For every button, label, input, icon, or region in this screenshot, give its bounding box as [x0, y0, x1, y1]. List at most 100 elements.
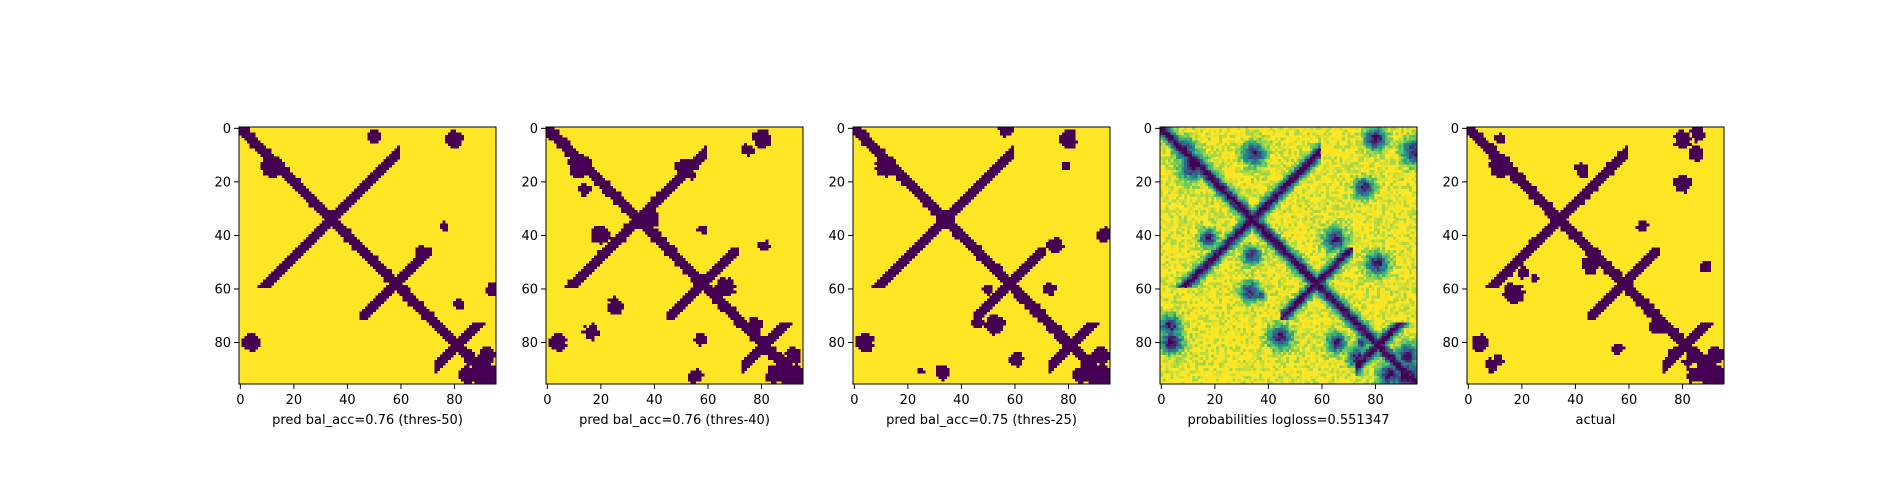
heatmap-cell [1395, 145, 1399, 149]
heatmap-cell [591, 236, 595, 240]
heatmap-cell [682, 298, 686, 302]
heatmap-cell [786, 375, 790, 379]
heatmap-cell [1234, 153, 1238, 157]
heatmap-cell [477, 367, 481, 371]
heatmap-cell [1390, 159, 1394, 163]
heatmap-cell [362, 250, 366, 254]
heatmap-cell [1048, 325, 1052, 329]
heatmap-cell [997, 290, 1001, 294]
heatmap-cell [760, 244, 764, 248]
heatmap-cell [474, 362, 478, 366]
heatmap-cell [378, 268, 382, 272]
heatmap-cell [666, 244, 670, 248]
heatmap-cell [332, 212, 336, 216]
heatmap-cell [594, 169, 598, 173]
heatmap-cell [1382, 148, 1386, 152]
heatmap-cell [618, 193, 622, 197]
heatmap-cell [1045, 319, 1049, 323]
heatmap-cell [679, 159, 683, 163]
heatmap-cell [1091, 351, 1095, 355]
heatmap-cell [997, 292, 1001, 296]
heatmap-cell [1029, 260, 1033, 264]
heatmap-cell [265, 279, 269, 283]
heatmap-cell [679, 255, 683, 259]
heatmap-cell [455, 135, 459, 139]
heatmap-cell [639, 220, 643, 224]
heatmap-cell [703, 151, 707, 155]
heatmap-cell [1091, 327, 1095, 331]
heatmap-cell [418, 247, 422, 251]
heatmap-cell [628, 220, 632, 224]
heatmap-cell [1229, 148, 1233, 152]
heatmap-cell [765, 378, 769, 382]
heatmap-cell [591, 239, 595, 243]
heatmap-cell [439, 359, 443, 363]
heatmap-cell [789, 351, 793, 355]
heatmap-cell [1168, 143, 1172, 147]
heatmap-cell [1083, 327, 1087, 331]
heatmap-cell [429, 314, 433, 318]
heatmap-cell [1374, 137, 1378, 141]
heatmap-cell [1056, 359, 1060, 363]
heatmap-cell [647, 220, 651, 224]
heatmap-cell [1002, 127, 1006, 130]
heatmap-cell [1232, 148, 1236, 152]
heatmap-cell [564, 284, 568, 288]
heatmap-cell [564, 338, 568, 342]
heatmap-cell [241, 135, 245, 139]
heatmap-cell [757, 335, 761, 339]
heatmap-cell [583, 185, 587, 189]
heatmap-cell [768, 335, 772, 339]
heatmap-cell [551, 129, 555, 133]
heatmap-cell [658, 193, 662, 197]
heatmap-cell [402, 290, 406, 294]
heatmap-cell [895, 177, 899, 181]
heatmap-cell [885, 175, 889, 179]
heatmap-cell [1016, 298, 1020, 302]
heatmap-cell [447, 140, 451, 144]
heatmap-cell [1208, 137, 1212, 141]
heatmap-cell [394, 276, 398, 280]
heatmap-cell [1192, 140, 1196, 144]
heatmap-cell [1018, 287, 1022, 291]
heatmap-cell [965, 234, 969, 238]
heatmap-cell [626, 209, 630, 213]
heatmap-cell [1018, 362, 1022, 366]
heatmap-cell [445, 140, 449, 144]
heatmap-cell [594, 175, 598, 179]
heatmap-cell [789, 370, 793, 374]
heatmap-cell [383, 298, 387, 302]
heatmap-cell [303, 247, 307, 251]
heatmap-cell [572, 167, 576, 171]
heatmap-cell [1277, 127, 1281, 130]
heatmap-cell [556, 137, 560, 141]
heatmap-cell [965, 239, 969, 243]
heatmap-cell [930, 226, 934, 230]
heatmap-cell [989, 287, 993, 291]
heatmap-cell [661, 193, 665, 197]
heatmap-cell [439, 365, 443, 369]
heatmap-cell [784, 378, 788, 382]
heatmap-cell [898, 263, 902, 267]
heatmap-cell [1101, 362, 1105, 366]
heatmap-cell [1194, 132, 1198, 136]
heatmap-cell [1210, 161, 1214, 165]
heatmap-cell [391, 276, 395, 280]
heatmap-cell [623, 201, 627, 205]
heatmap-cell [263, 284, 267, 288]
heatmap-cell [1368, 132, 1372, 136]
heatmap-cell [618, 242, 622, 246]
heatmap-cell [650, 223, 654, 227]
heatmap-cell [1320, 151, 1324, 155]
heatmap-cell [372, 255, 376, 259]
heatmap-cell [591, 268, 595, 272]
heatmap-cell [877, 172, 881, 176]
heatmap-cell [744, 327, 748, 331]
heatmap-cell [722, 287, 726, 291]
heatmap-cell [1016, 354, 1020, 358]
heatmap-cell [778, 325, 782, 329]
heatmap-cell [919, 199, 923, 203]
heatmap-cell [370, 301, 374, 304]
heatmap-cell [1051, 365, 1055, 369]
heatmap-cell [380, 292, 384, 296]
